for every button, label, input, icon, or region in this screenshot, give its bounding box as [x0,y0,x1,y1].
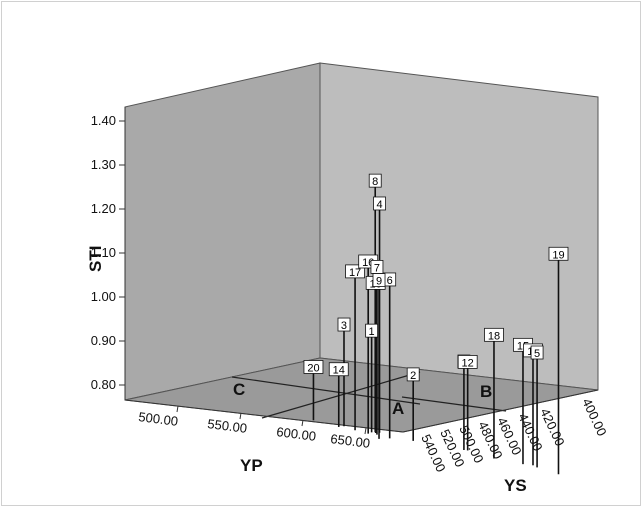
back-wall [319,62,599,391]
z-tick-label: 0.90 [91,333,116,348]
x-tick-label: 600.00 [276,424,317,444]
point-label-box [457,355,478,369]
y-axis-line [402,389,599,433]
z-tick-label: 1.20 [91,201,116,216]
point-label-box [365,323,379,338]
z-axis-ticks: 0.80 0.90 1.00 1.10 1.20 1.30 1.40 [91,113,125,392]
x-tick-mark [239,412,242,420]
x-tick-label: 650.00 [330,431,371,451]
point-label: 14 [333,365,345,377]
z-tick-label: 1.00 [91,289,116,304]
x-tick-label: 500.00 [138,409,179,429]
point-label: 4 [376,199,382,211]
point-label-box [368,173,382,188]
point-label-box [337,317,351,332]
data-marks: 203141781410167692112181511519 [303,173,569,475]
point-label: 18 [488,330,500,342]
point-label-box [372,273,386,287]
point-label-box [328,362,349,377]
z-tick-label: 1.40 [91,113,116,128]
point-label-box [530,345,544,360]
point-label: 20 [307,362,319,374]
x-tick-mark [301,419,304,427]
point-label: 19 [552,249,564,261]
region-label-b: B [480,382,492,401]
floor-divider-2 [261,371,421,419]
point-label-box [303,360,324,374]
point-label: 12 [462,357,474,369]
point-label-box [548,246,569,261]
point-label: 7 [374,262,380,274]
point-label: 2 [410,370,416,382]
point-label: 17 [349,267,361,279]
region-label-a: A [392,399,404,418]
left-wall [124,62,321,401]
y-axis-title: YS [504,476,527,495]
point-label: 8 [372,176,378,188]
floor-divider-1 [231,376,421,405]
point-label-box [373,196,386,211]
z-axis-title: STI [86,246,105,272]
point-label-box [484,327,504,342]
region-label-c: C [233,380,245,399]
z-tick-label: 1.10 [91,245,116,260]
x-tick-mark [364,427,367,435]
point-label: 9 [376,276,382,288]
floor-divider-3 [401,396,507,412]
x-tick-mark [176,405,179,413]
x-tick-label: 550.00 [207,416,248,436]
point-label: 1 [369,326,375,338]
point-label: 3 [341,320,347,332]
x-axis-line [124,399,404,433]
point-label-box [406,367,420,382]
point-label: 5 [534,348,540,360]
z-tick-label: 1.30 [91,157,116,172]
x-axis-title: YP [240,456,263,475]
point-label: 6 [387,275,393,287]
x-axis-ticks: 500.00 550.00 600.00 650.00 [138,405,371,451]
z-tick-label: 0.80 [91,377,116,392]
